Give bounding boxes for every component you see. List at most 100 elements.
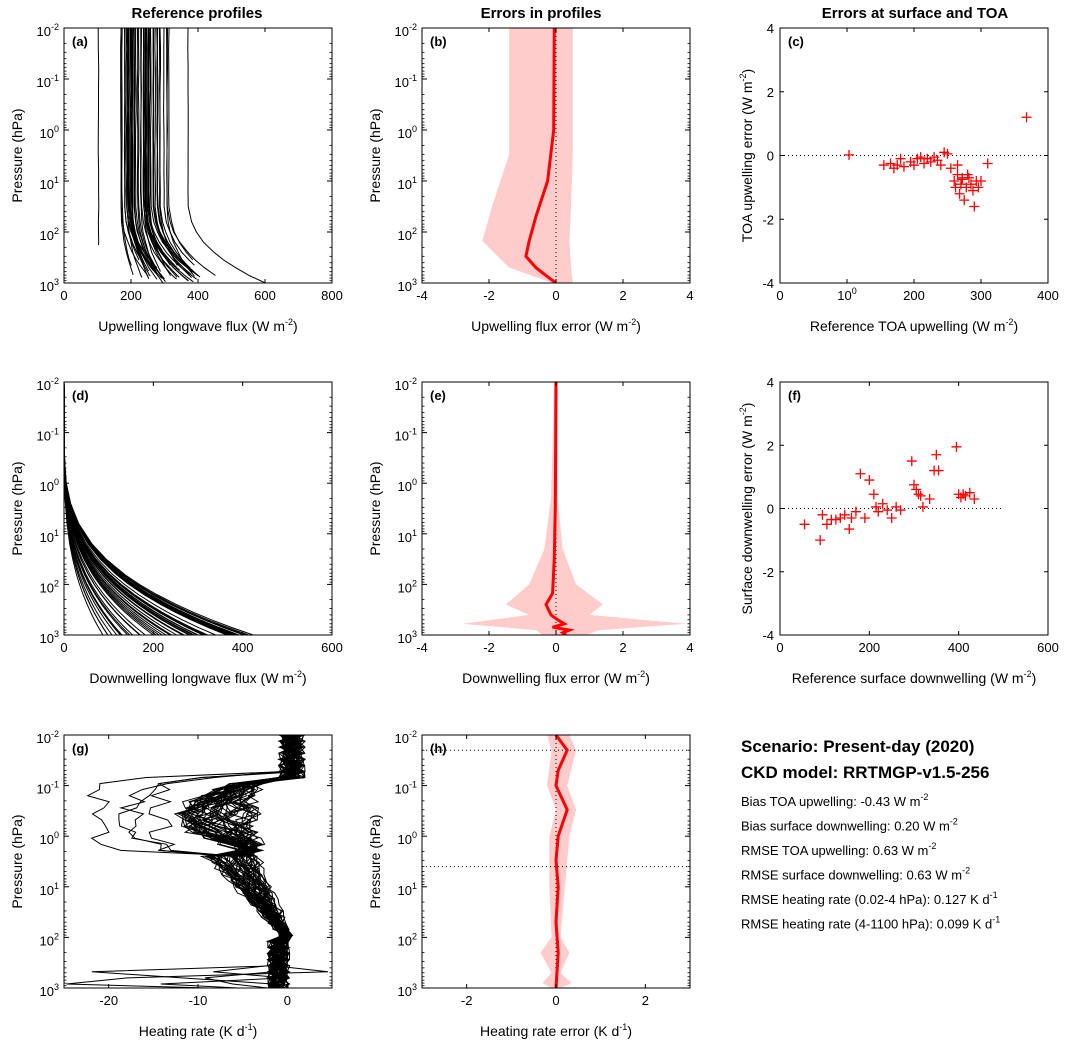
x-axis-label: Heating rate (K d-1) (139, 1022, 258, 1039)
y-tick-label: 10-2 (37, 376, 59, 393)
panel-letter: (c) (788, 34, 804, 49)
scatter-point (850, 506, 861, 517)
scatter-point (957, 174, 968, 185)
y-tick-label: 10-2 (395, 22, 417, 39)
panel-d: 0 200 400 600 10-2 10-1 100 101 102 103 (d) Downwel… (9, 376, 343, 686)
x-tick-label: 0 (552, 993, 559, 1008)
profile-line (154, 28, 192, 278)
y-tick-label: 103 (40, 277, 59, 294)
profile-line (150, 28, 194, 273)
y-tick-label: 10-2 (37, 729, 59, 746)
scatter-point (892, 160, 903, 171)
y-tick-label: 102 (40, 578, 59, 595)
scatter-point (830, 514, 841, 525)
y-tick-label: 101 (398, 528, 417, 545)
scenario-label: Scenario: Present-day (2020) (741, 737, 974, 756)
profile-line (64, 382, 192, 635)
x-tick-label: 0 (284, 993, 291, 1008)
plot-area (482, 28, 573, 283)
x-tick-label: 200 (120, 288, 142, 303)
scatter-point (969, 494, 980, 505)
profile-line (64, 382, 206, 635)
y-tick-label: 0 (767, 502, 774, 517)
y-tick-label: 2 (767, 438, 774, 453)
scatter-point (909, 160, 919, 171)
scatter-point (909, 479, 919, 490)
scatter-point (964, 487, 975, 498)
scatter-point (915, 152, 926, 163)
column-title-errors-surface-toa: Errors at surface and TOA (822, 5, 1009, 22)
profile-line (166, 28, 216, 276)
panel-a: 0 200 400 600 800 10-2 10-1 100 101 102 103 (a) Upwe… (9, 22, 343, 334)
plot-area (422, 735, 690, 988)
x-tick-label: -2 (461, 993, 473, 1008)
column-title-reference-profiles: Reference profiles (132, 5, 263, 22)
scatter-point (886, 512, 897, 523)
scatter-point (799, 519, 810, 530)
error-band (462, 382, 687, 635)
scatter-point (868, 489, 879, 500)
profile-line (142, 28, 180, 278)
x-tick-label: 0 (776, 640, 783, 655)
x-tick-label: 4 (686, 640, 693, 655)
x-tick-label: 400 (187, 288, 209, 303)
y-tick-label: 10-1 (37, 780, 59, 797)
x-tick-label: 300 (970, 288, 992, 303)
scatter-point (913, 489, 924, 500)
y-tick-label: 10-1 (395, 73, 417, 90)
profile-line (64, 382, 207, 635)
y-tick-label: 101 (40, 175, 59, 192)
y-tick-label: 10-1 (395, 427, 417, 444)
scatter-point (949, 176, 960, 186)
plot-area (66, 735, 329, 988)
stat-line: RMSE surface downwelling: 0.63 W m-2 (741, 866, 970, 883)
panel-letter: (g) (72, 741, 89, 756)
x-tick-label: 100 (837, 286, 856, 303)
y-axis-label: Pressure (hPa) (9, 461, 25, 555)
x-tick-label: 0 (60, 640, 67, 655)
axes-box (63, 381, 333, 636)
profile-line (64, 382, 192, 635)
scatter-point (915, 490, 926, 501)
stat-line: Bias surface downwelling: 0.20 W m-2 (741, 817, 958, 834)
profile-line (223, 735, 306, 988)
scatter-point (1021, 112, 1032, 123)
profile-line (148, 28, 171, 266)
panel-letter: (b) (430, 34, 447, 49)
error-band (540, 735, 577, 988)
stat-line: RMSE heating rate (0.02-4 hPa): 0.127 K … (741, 890, 998, 907)
profile-line (156, 28, 189, 268)
x-tick-label: 200 (142, 640, 164, 655)
scatter-point (815, 535, 826, 546)
x-tick-label: 200 (903, 288, 925, 303)
ckd-model-label: CKD model: RRTMGP-v1.5-256 (741, 763, 989, 782)
y-axis-label: Surface downwelling error (W m-2) (738, 403, 755, 615)
y-tick-label: 10-1 (37, 427, 59, 444)
scatter-point (817, 509, 828, 520)
y-tick-label: 102 (398, 226, 417, 243)
x-tick-label: 200 (858, 640, 880, 655)
profile-line (64, 382, 184, 635)
panel-letter: (e) (430, 388, 446, 403)
scatter-point (945, 163, 956, 174)
scatter-point (898, 161, 909, 172)
profile-line (187, 28, 266, 283)
y-tick-label: 101 (398, 175, 417, 192)
y-tick-label: 100 (398, 124, 417, 141)
column-title-errors-in-profiles: Errors in profiles (481, 5, 602, 22)
x-tick-label: 2 (619, 288, 626, 303)
scatter-point (963, 172, 974, 183)
scatter-point (906, 456, 917, 467)
y-axis-label: Pressure (hPa) (367, 108, 383, 202)
scatter-point (935, 160, 946, 171)
y-tick-label: 100 (40, 477, 59, 494)
x-tick-label: 600 (321, 640, 343, 655)
x-tick-label: 400 (948, 640, 970, 655)
panel-c: 0 100 200 300 400 -4 -2 0 2 4 (c) Reference TOA upw… (738, 21, 1059, 334)
y-axis-label: Pressure (hPa) (367, 814, 383, 908)
scatter-point (877, 498, 888, 509)
y-tick-label: 103 (40, 629, 59, 646)
scatter-point (846, 512, 857, 523)
profile-line (64, 382, 186, 635)
x-tick-label: 600 (1037, 640, 1059, 655)
